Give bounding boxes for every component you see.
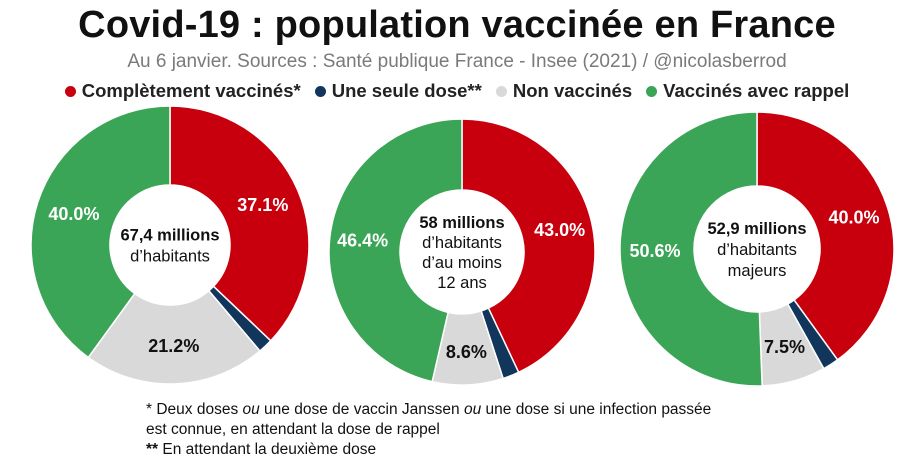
- donut-slice-non-vaccinés: [87, 289, 261, 385]
- footnote-1: * Deux doses ou une dose de vaccin Janss…: [146, 401, 712, 418]
- legend-item-unvaccinated: Non vaccinés: [495, 80, 633, 102]
- donut-slice-complètement-vaccinés: [756, 111, 895, 361]
- chart-subtitle: Au 6 janvier. Sources : Santé publique F…: [127, 51, 787, 72]
- footnote-1-continued: est connue, en attendant la dose de rapp…: [146, 421, 440, 438]
- donut-slice-complètement-vaccinés: [461, 118, 596, 374]
- slice-value-label: 37.1%: [237, 195, 288, 215]
- legend-dot-icon: [314, 85, 326, 97]
- donut-slice-vaccinés-avec-rappel: [328, 118, 463, 383]
- legend-item-single-dose: Une seule dose**: [314, 80, 482, 102]
- legend-item-fully-vaccinated: Complètement vaccinés*: [64, 80, 301, 102]
- donut-center-text: 12 ans: [437, 274, 487, 292]
- donut-slice-complètement-vaccinés: [169, 105, 310, 342]
- footnote-2: ** En attendant la deuxième dose: [146, 441, 377, 458]
- legend-label: Une seule dose**: [331, 80, 482, 101]
- donut-center-text: d’habitants: [422, 234, 502, 252]
- donut-slice-vaccinés-avec-rappel: [30, 105, 171, 359]
- legend-label: Non vaccinés: [512, 80, 633, 101]
- slice-value-label: 46.4%: [337, 231, 388, 251]
- slice-value-label: 50.6%: [629, 241, 680, 261]
- donut-center-text: d’au moins: [422, 254, 502, 272]
- slice-value-label: 7.5%: [764, 337, 805, 357]
- donut-slice-vaccinés-avec-rappel: [619, 111, 763, 387]
- slice-value-label: 21.2%: [148, 336, 199, 356]
- legend-dot-icon: [646, 85, 658, 97]
- donut-center-text: 67,4 millions: [120, 227, 219, 245]
- donut-center-text: d’habitants: [130, 248, 210, 266]
- donut-chart-1: 37.1% 21.2% 40.0% 67,4 millions d’habitants: [30, 105, 310, 385]
- legend-item-booster: Vaccinés avec rappel: [646, 80, 849, 102]
- footnotes: * Deux doses ou une dose de vaccin Janss…: [146, 400, 846, 460]
- slice-value-label: 8.6%: [446, 342, 487, 362]
- slice-value-label: 40.0%: [48, 204, 99, 224]
- donut-center-text: 58 millions: [419, 214, 504, 232]
- slice-value-label: 43.0%: [534, 220, 585, 240]
- donut-center-text: d’habitants: [717, 241, 797, 259]
- legend-label: Vaccinés avec rappel: [663, 80, 850, 101]
- legend-dot-icon: [495, 85, 507, 97]
- legend-dot-icon: [64, 85, 76, 97]
- chart-title: Covid-19 : population vaccinée en France: [78, 4, 836, 46]
- slice-value-label: 40.0%: [828, 207, 879, 227]
- legend-label: Complètement vaccinés*: [81, 80, 301, 101]
- donut-center-text: majeurs: [728, 262, 787, 280]
- legend: Complètement vaccinés* Une seule dose** …: [0, 80, 914, 102]
- donut-chart-2: 43.0% 8.6% 46.4% 58 millions d’habitants d’au…: [328, 118, 596, 386]
- donut-center-text: 52,9 millions: [707, 220, 806, 238]
- donut-chart-3: 40.0% 7.5% 50.6% 52,9 millions d’habitants ma…: [619, 111, 895, 387]
